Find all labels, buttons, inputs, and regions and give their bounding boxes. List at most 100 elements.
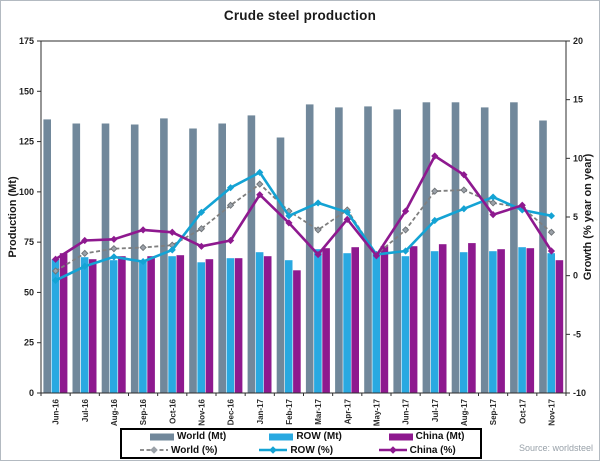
legend-row-lines: World (%) ROW (%) China (%) [122, 444, 480, 457]
x-tick-label-feb-17: Feb-17 [285, 398, 294, 424]
legend-label-china-pct: China (%) [409, 444, 456, 456]
marker-world-nov-17 [547, 228, 556, 236]
marker-row-aug-16 [110, 253, 118, 261]
bar-row-mt-jun-16 [51, 259, 60, 393]
legend-label-row-pct: ROW (%) [290, 444, 334, 456]
bar-china-mt-oct-16 [176, 255, 185, 393]
marker-row-sep-17 [489, 193, 497, 201]
bar-world-mt-nov-16 [189, 128, 197, 393]
x-tick-label-oct-17: Oct-17 [518, 398, 527, 423]
right-tick-label: 20 [573, 36, 583, 46]
marker-row-apr-17 [343, 208, 351, 216]
bar-world-mt-jul-17 [422, 102, 431, 394]
bar-china-mt-aug-17 [468, 243, 476, 393]
marker-row-jul-16 [81, 262, 89, 270]
bar-china-mt-sep-16 [147, 256, 155, 393]
marker-china-sep-17 [489, 211, 497, 219]
marker-row-oct-16 [168, 246, 176, 254]
bar-row-mt-sep-17 [489, 251, 497, 393]
legend-label-row-mt: ROW (Mt) [296, 431, 342, 443]
legend: World (Mt) ROW (Mt) China (Mt) World (%)… [120, 428, 482, 459]
bar-row-mt-jul-17 [430, 251, 439, 393]
world-mt-swatch-icon [150, 432, 174, 442]
x-tick-label-sep-16: Sep-16 [139, 398, 148, 425]
marker-china-nov-16 [197, 242, 206, 250]
source-credit: Source: worldsteel [518, 443, 593, 453]
line-china [54, 154, 553, 261]
right-tick-label: -5 [573, 329, 581, 339]
x-tick-label-nov-16: Nov-16 [197, 398, 206, 425]
marker-china-oct-16 [168, 228, 176, 236]
line-world [55, 183, 552, 272]
legend-item-china-mt: China (Mt) [361, 431, 480, 442]
marker-row-dec-16 [226, 184, 235, 192]
legend-item-row-mt: ROW (Mt) [241, 431, 360, 442]
marker-row-nov-17 [547, 212, 556, 220]
bar-china-mt-jun-16 [59, 253, 68, 393]
bar-row-mt-aug-16 [109, 260, 118, 393]
marker-china-may-17 [372, 252, 381, 260]
x-tick-label-may-17: May-17 [372, 398, 381, 426]
bar-china-mt-jul-16 [88, 259, 97, 393]
bar-china-mt-dec-16 [234, 258, 243, 393]
bar-world-mt-jun-16 [43, 119, 51, 394]
x-tick-label-oct-16: Oct-16 [168, 398, 177, 423]
bar-world-mt-jan-17 [247, 115, 256, 394]
bar-row-mt-dec-16 [226, 258, 235, 393]
legend-item-china-pct: China (%) [361, 445, 480, 456]
left-axis-title: Production (Mt) [7, 176, 19, 258]
bar-world-mt-sep-16 [130, 124, 139, 393]
bar-world-mt-sep-17 [480, 107, 489, 394]
marker-row-jun-17 [401, 247, 410, 255]
china-pct-swatch-icon [378, 445, 407, 455]
x-tick-label-nov-17: Nov-17 [547, 398, 556, 425]
marker-world-jun-17 [401, 226, 410, 234]
marker-world-sep-17 [489, 199, 497, 207]
bar-row-mt-nov-16 [197, 262, 205, 393]
legend-item-world-mt: World (Mt) [122, 431, 241, 442]
bar-world-mt-aug-17 [451, 102, 460, 394]
left-tick-label: 150 [19, 86, 34, 96]
marker-world-sep-16 [139, 243, 147, 252]
left-tick-label: 125 [19, 137, 34, 147]
marker-row-jul-17 [431, 216, 439, 225]
bar-china-mt-feb-17 [293, 270, 301, 393]
marker-world-jan-17 [256, 180, 264, 188]
bar-china-mt-nov-16 [205, 259, 214, 393]
marker-row-nov-16 [197, 208, 206, 216]
left-tick-label: 0 [29, 388, 34, 398]
bar-row-mt-sep-16 [139, 261, 147, 393]
marker-row-jan-17 [256, 168, 264, 177]
bar-china-mt-jul-17 [438, 244, 447, 393]
left-tick-label: 25 [24, 338, 34, 348]
right-tick-label: -10 [573, 388, 586, 398]
bar-china-mt-mar-17 [322, 248, 330, 393]
bar-world-mt-feb-17 [276, 137, 285, 393]
marker-china-feb-17 [285, 219, 293, 227]
bar-china-mt-aug-16 [118, 256, 126, 393]
bar-row-mt-aug-17 [459, 252, 468, 393]
x-tick-label-jun-16: Jun-16 [52, 398, 61, 424]
x-tick-label-jul-17: Jul-17 [431, 398, 440, 422]
marker-china-jul-16 [81, 236, 89, 245]
marker-china-dec-16 [226, 236, 235, 245]
legend-label-world-pct: World (%) [171, 444, 218, 456]
right-tick-label: 0 [573, 271, 578, 281]
bar-china-mt-may-17 [380, 246, 389, 393]
bar-row-mt-oct-17 [518, 247, 526, 393]
bar-china-mt-sep-17 [497, 249, 505, 393]
marker-row-mar-17 [314, 199, 322, 207]
bar-row-mt-nov-17 [547, 253, 555, 393]
bar-row-mt-jul-16 [80, 257, 89, 393]
bar-row-mt-apr-17 [343, 253, 351, 393]
x-tick-label-sep-17: Sep-17 [489, 398, 498, 425]
marker-world-jul-17 [431, 187, 439, 195]
marker-china-jul-17 [431, 152, 439, 160]
bar-world-mt-oct-17 [510, 102, 518, 394]
world-pct-swatch-icon [140, 445, 168, 455]
bar-china-mt-nov-17 [555, 260, 564, 393]
chart-title: Crude steel production [223, 8, 377, 23]
bar-row-mt-may-17 [372, 253, 380, 393]
bar-china-mt-oct-17 [526, 248, 535, 393]
